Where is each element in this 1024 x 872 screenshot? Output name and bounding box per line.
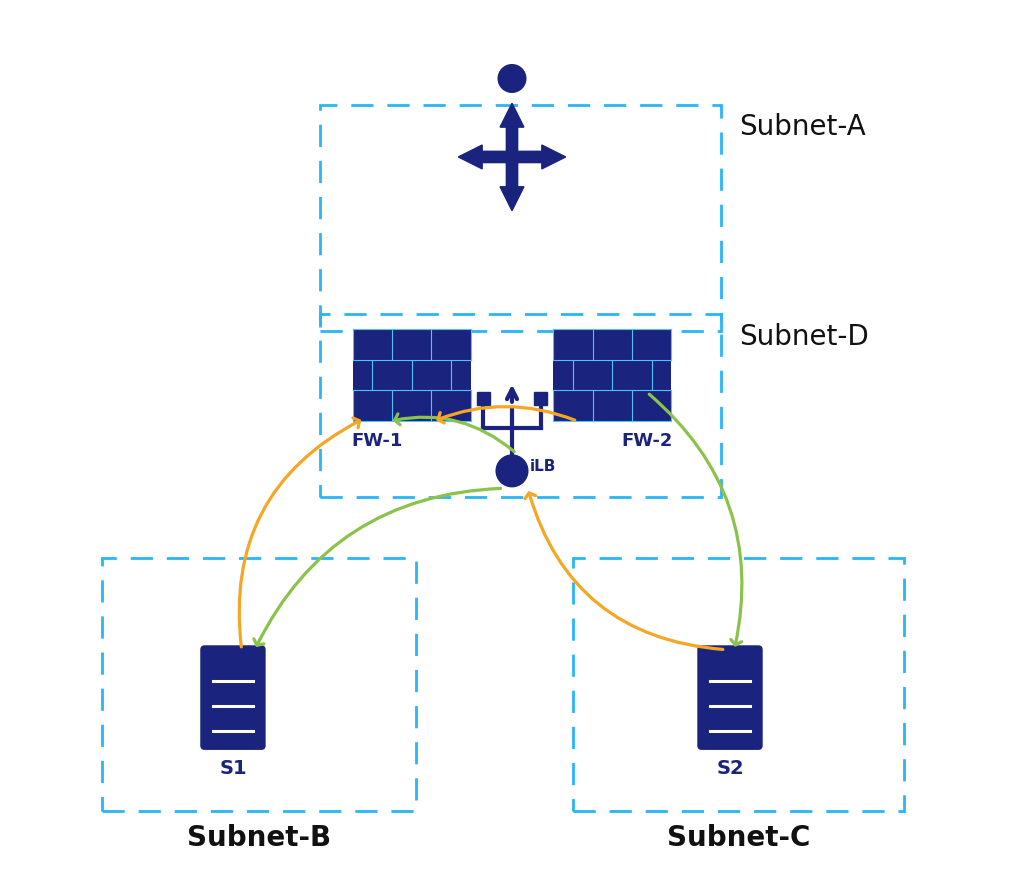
- Bar: [477, 392, 489, 405]
- FancyArrow shape: [459, 145, 512, 169]
- FancyBboxPatch shape: [697, 645, 763, 750]
- Text: S1: S1: [219, 759, 247, 778]
- FancyBboxPatch shape: [201, 645, 265, 750]
- Text: Subnet-C: Subnet-C: [667, 824, 810, 852]
- Bar: [535, 392, 547, 405]
- Text: S2: S2: [716, 759, 743, 778]
- FancyArrow shape: [512, 145, 565, 169]
- Bar: [353, 330, 471, 421]
- Bar: [321, 314, 721, 497]
- Text: Subnet-A: Subnet-A: [738, 113, 865, 141]
- Text: iLB: iLB: [529, 459, 556, 474]
- Circle shape: [497, 455, 527, 487]
- Bar: [553, 330, 671, 421]
- Bar: [102, 558, 416, 811]
- Bar: [573, 558, 904, 811]
- Text: FW-1: FW-1: [351, 432, 403, 450]
- FancyArrow shape: [500, 157, 524, 211]
- Text: Subnet-D: Subnet-D: [738, 323, 868, 351]
- Circle shape: [499, 65, 525, 92]
- Text: FW-2: FW-2: [621, 432, 673, 450]
- Bar: [321, 105, 721, 331]
- Text: Subnet-B: Subnet-B: [187, 824, 331, 852]
- FancyArrow shape: [500, 103, 524, 157]
